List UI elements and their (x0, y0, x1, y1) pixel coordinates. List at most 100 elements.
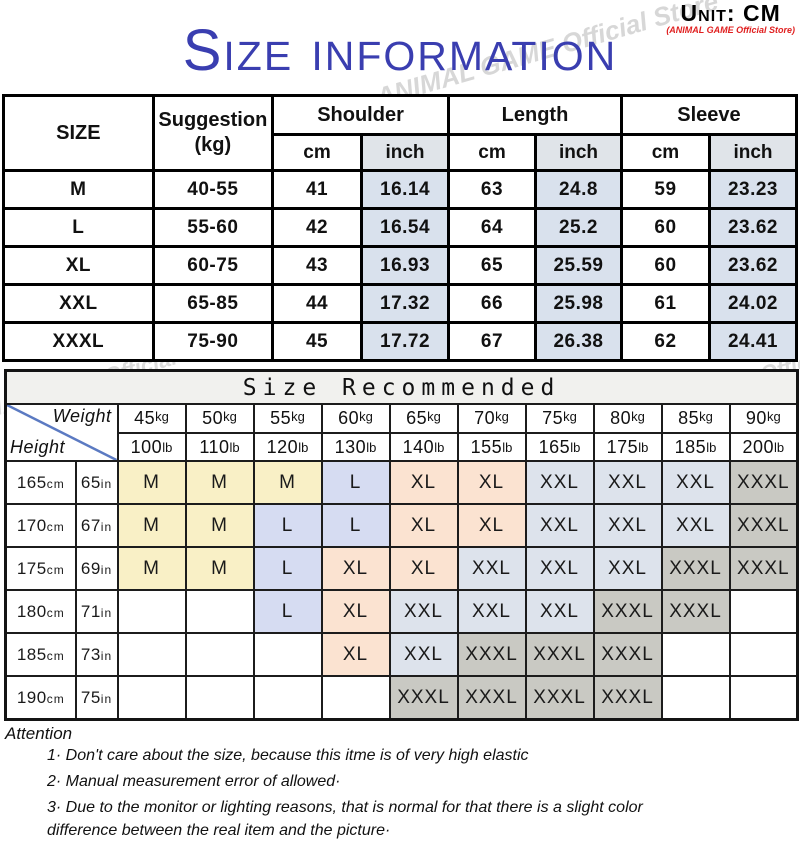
recommend-cell: L (252, 503, 323, 548)
recommend-cell: XL (320, 546, 391, 591)
recommend-cell: XXL (592, 503, 663, 548)
recommend-cell: XXXL (524, 632, 595, 677)
col-header-size: SIZE (2, 94, 155, 172)
recommend-cell (728, 675, 799, 721)
store-label: (ANIMAL GAME Official Store) (666, 25, 795, 36)
recommend-row-190: 190cm 75in XXXL XXXL XXXL XXXL (4, 675, 799, 721)
recommend-cell: XXL (388, 632, 459, 677)
size-row-xxl: XXL 65-85 44 17.32 66 25.98 61 24.02 (2, 283, 799, 324)
recommend-cell: XXXL (592, 589, 663, 634)
recommend-cell: XXL (592, 460, 663, 505)
recommend-cell: XXL (524, 589, 595, 634)
weight-kg-header-row: Weight Height 45kg 50kg 55kg 60kg 65kg 7… (4, 403, 799, 462)
shoulder-inch: 16.14 (360, 169, 451, 210)
weight-lb-header: 155lb (456, 432, 527, 462)
size-row-l: L 55-60 42 16.54 64 25.2 60 23.62 (2, 207, 799, 248)
height-in-cell: 65in (74, 460, 119, 505)
length-inch: 25.2 (533, 207, 623, 248)
length-cm: 67 (447, 321, 537, 362)
recommend-cell: XL (388, 460, 459, 505)
recommend-cell: XL (320, 589, 391, 634)
recommend-cell: XXL (524, 503, 595, 548)
col-header-suggestion-line2: (kg) (194, 134, 232, 156)
recommend-cell (116, 632, 187, 677)
shoulder-inch: 17.72 (360, 321, 451, 362)
attention-item: 2· Manual measurement error of allowed· (47, 773, 341, 790)
size-table-header-row-1: SIZE Suggestion (kg) Shoulder Length Sle… (2, 94, 799, 172)
recommend-cell: XXL (388, 589, 459, 634)
sleeve-inch: 23.23 (707, 169, 799, 210)
recommend-cell (116, 589, 187, 634)
recommend-row-185: 185cm 73in XL XXL XXXL XXXL XXXL (4, 632, 799, 677)
height-in-cell: 75in (74, 675, 119, 721)
recommend-cell: XXL (592, 546, 663, 591)
col-header-suggestion: Suggestion (kg) (151, 94, 275, 172)
weight-kg-header: 80kg (592, 403, 663, 434)
recommend-cell: M (116, 546, 187, 591)
weight-kg-header: 85kg (660, 403, 731, 434)
recommend-cell (184, 632, 255, 677)
sleeve-inch: 23.62 (707, 245, 799, 286)
shoulder-cm: 45 (271, 321, 364, 362)
length-inch: 25.59 (533, 245, 623, 286)
recommend-cell: M (252, 460, 323, 505)
attention-item: 1· Don't care about the size, because th… (47, 747, 529, 764)
recommend-row-170: 170cm 67in M M L L XL XL XXL XXL XXL XXX… (4, 503, 799, 548)
suggestion-value: 75-90 (151, 321, 275, 362)
recommend-cell: XXXL (728, 460, 799, 505)
weight-kg-header: 70kg (456, 403, 527, 434)
recommend-cell: XL (456, 460, 527, 505)
height-axis-label: Height (10, 437, 66, 457)
recommend-cell: XXXL (660, 589, 731, 634)
weight-lb-header: 140lb (388, 432, 459, 462)
col-subheader-inch: inch (707, 133, 799, 172)
shoulder-cm: 41 (271, 169, 364, 210)
recommend-cell: XL (388, 546, 459, 591)
sleeve-cm: 60 (619, 207, 711, 248)
length-cm: 64 (447, 207, 537, 248)
sleeve-cm: 62 (619, 321, 711, 362)
recommend-cell: XL (320, 632, 391, 677)
weight-kg-header: 60kg (320, 403, 391, 434)
recommend-cell (320, 675, 391, 721)
recommend-cell (116, 675, 187, 721)
size-value: XXL (2, 283, 155, 324)
height-cm-cell: 175cm (4, 546, 77, 591)
height-in-cell: 69in (74, 546, 119, 591)
recommend-cell (184, 675, 255, 721)
recommend-cell: M (184, 503, 255, 548)
sleeve-cm: 59 (619, 169, 711, 210)
weight-lb-header: 100lb (116, 432, 187, 462)
length-cm: 63 (447, 169, 537, 210)
recommend-cell: M (184, 460, 255, 505)
weight-lb-header: 110lb (184, 432, 255, 462)
recommend-cell (184, 589, 255, 634)
col-subheader-inch: inch (360, 133, 451, 172)
col-header-shoulder: Shoulder (271, 94, 451, 136)
col-header-sleeve: Sleeve (619, 94, 799, 136)
height-cm-cell: 170cm (4, 503, 77, 548)
size-value: L (2, 207, 155, 248)
height-cm-cell: 180cm (4, 589, 77, 634)
shoulder-cm: 43 (271, 245, 364, 286)
suggestion-value: 40-55 (151, 169, 275, 210)
length-cm: 65 (447, 245, 537, 286)
attention-list: 1· Don't care about the size, because th… (47, 744, 695, 842)
weight-kg-header: 65kg (388, 403, 459, 434)
recommend-cell: XXXL (728, 503, 799, 548)
weight-lb-header: 130lb (320, 432, 391, 462)
length-inch: 24.8 (533, 169, 623, 210)
size-recommended-table: Size Recommended Weight Height 45kg 50kg… (4, 369, 800, 721)
recommend-cell: L (320, 460, 391, 505)
recommend-cell: XXXL (592, 632, 663, 677)
shoulder-cm: 42 (271, 207, 364, 248)
diagonal-divider-line (7, 405, 117, 460)
weight-kg-header: 75kg (524, 403, 595, 434)
weight-lb-header-row: 100lb 110lb 120lb 130lb 140lb 155lb 165l… (6, 432, 799, 462)
size-value: M (2, 169, 155, 210)
recommend-cell: XXL (524, 546, 595, 591)
col-subheader-inch: inch (533, 133, 623, 172)
unit-block: Unit: CM (ANIMAL GAME Official Store) (666, 0, 795, 36)
size-value: XXXL (2, 321, 155, 362)
recommend-cell (728, 632, 799, 677)
